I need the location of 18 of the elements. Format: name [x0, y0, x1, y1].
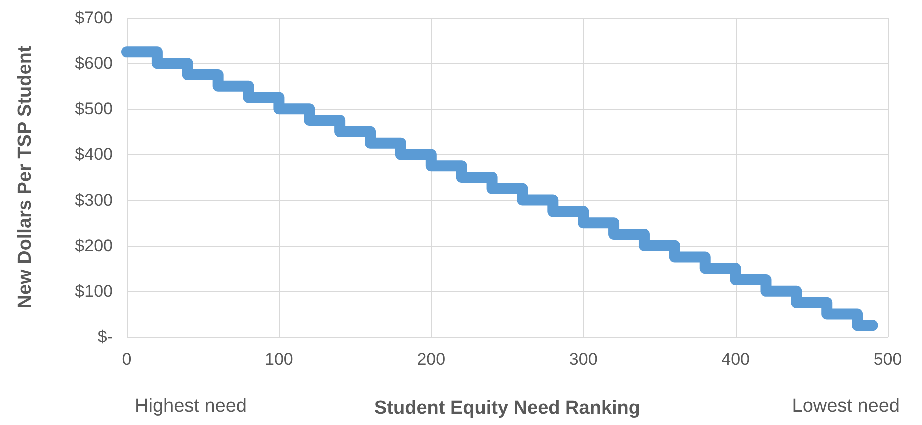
y-tick-label: $400 — [75, 145, 113, 164]
y-tick-label: $300 — [75, 190, 113, 210]
x-tick-label: 100 — [265, 350, 294, 369]
x-tick-label: 200 — [417, 350, 446, 369]
y-tick-label: $200 — [75, 236, 113, 256]
y-tick-label: $100 — [75, 282, 113, 301]
y-tick-label: $600 — [75, 54, 113, 74]
y-tick-label: $500 — [75, 100, 113, 119]
y-axis-title: New Dollars Per TSP Student — [15, 46, 36, 309]
x-axis-title: Student Equity Need Ranking — [374, 398, 641, 419]
y-tick-label: $- — [98, 328, 113, 346]
x-tick-label: 500 — [874, 350, 902, 369]
x-tick-label: 300 — [569, 350, 598, 369]
text: Highest need — [135, 396, 247, 417]
text: Lowest need — [792, 396, 900, 417]
x-tick-label: 400 — [722, 350, 750, 369]
x-tick-label: 0 — [122, 350, 132, 369]
y-tick-label: $700 — [75, 8, 113, 28]
